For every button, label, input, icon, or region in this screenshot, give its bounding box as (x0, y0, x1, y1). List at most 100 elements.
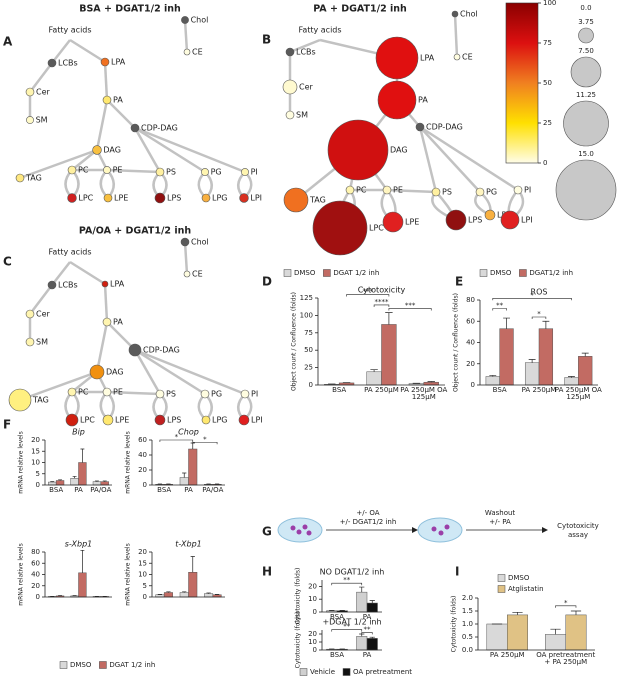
node-label: PE (393, 186, 403, 195)
step-text: +/- OA (356, 509, 379, 517)
chart-title: NO DGAT1/2 inh (320, 568, 385, 577)
node-label: LPA (111, 58, 126, 67)
x-tick-label: PA/OA (90, 487, 112, 494)
legend-swatch (323, 269, 331, 277)
y-tick-label: 15 (31, 447, 40, 455)
y-axis-label: mRNA relative levels (18, 543, 25, 605)
error-bar (503, 317, 510, 329)
panel-label: G (262, 525, 272, 539)
node (285, 47, 295, 57)
bar (366, 371, 382, 386)
node (102, 95, 112, 105)
y-tick-label: 0 (313, 646, 317, 654)
panel-label: C (3, 255, 12, 269)
error-bar (568, 376, 575, 378)
node (65, 413, 79, 427)
significance-label: *** (405, 301, 416, 309)
network-edge (386, 188, 437, 194)
node (154, 414, 166, 426)
significance-bracket (192, 441, 218, 445)
result-text: Cytotoxicity (557, 522, 599, 530)
legend-label: DMSO (490, 269, 512, 277)
droplet (431, 526, 437, 532)
panel-label: H (262, 565, 272, 579)
size-circle (563, 100, 609, 147)
y-axis-label: Cytotoxicity (folds) (295, 612, 302, 669)
node-label: LPI (521, 216, 533, 225)
node (382, 185, 392, 195)
error-bar (190, 556, 195, 573)
x-tick-label: BSA (157, 487, 172, 494)
x-tick-box: PA (362, 614, 372, 621)
node (201, 193, 211, 203)
legend-swatch (59, 661, 68, 669)
network-edge (51, 39, 71, 64)
network-edge (95, 321, 109, 373)
node-label: PI (251, 168, 258, 177)
size-label: 0.0 (580, 4, 591, 12)
node-label: LPG (212, 194, 227, 203)
node-label: PI (251, 390, 258, 399)
node-label: LPI (250, 194, 262, 203)
node (181, 16, 189, 24)
y-tick-label: 60 (31, 559, 40, 567)
legend-label: DGAT 1/2 inh (109, 661, 155, 669)
network-edge (95, 99, 109, 151)
node-label: LPS (167, 416, 181, 425)
x-tick-box: BSA (332, 387, 346, 394)
y-tick-label: 60 (466, 317, 475, 325)
chart-title: t-Xbp1 (175, 540, 201, 549)
node (8, 388, 32, 412)
node-label: LPE (114, 194, 128, 203)
size-label: 7.50 (578, 47, 594, 55)
legend-swatch (283, 269, 292, 277)
network-edge (418, 126, 438, 193)
error-bar (427, 381, 435, 383)
node (100, 57, 110, 67)
x-tick-box: PA 250µM (489, 652, 525, 659)
y-tick-label: 0.5 (462, 633, 473, 641)
network-edge (19, 148, 98, 180)
y-axis-label: Object count / Confluence (folds) (453, 293, 460, 392)
bar (381, 324, 397, 386)
bar (538, 328, 554, 386)
x-tick-box: PA 250µM OA 125µM (555, 387, 602, 401)
error-bar (102, 480, 107, 482)
node-label: LPS (468, 216, 482, 225)
network-edge (51, 261, 71, 286)
y-tick-label: 5 (143, 582, 147, 590)
x-tick-label: PA (362, 614, 372, 621)
legend-label: DGAT 1/2 inh (333, 269, 379, 277)
node-label: Chol (191, 238, 209, 247)
network-title: PA + DGAT1/2 inh (313, 4, 407, 15)
node (201, 415, 211, 425)
significance-bracket (159, 439, 194, 442)
network-edge (289, 38, 321, 54)
node-label: Fatty acids (298, 26, 341, 35)
x-tick-box: PA 250µM (364, 387, 399, 394)
x-tick-box: PA 250µM OA 125µM (400, 387, 448, 402)
node-label: CDP-DAG (141, 124, 178, 133)
bar (188, 572, 198, 598)
bar (188, 448, 198, 486)
x-tick-label: PA 250µM (489, 652, 525, 659)
panel-label: B (262, 33, 271, 47)
legend-swatch (497, 574, 506, 582)
x-tick-label: PA 250µM OA 125µM (400, 387, 448, 402)
y-axis-label: mRNA relative levels (125, 543, 132, 605)
node (47, 58, 57, 68)
error-bar (206, 592, 211, 594)
node (101, 280, 109, 288)
y-tick-label: 1.5 (462, 607, 473, 615)
node (285, 110, 295, 120)
error-bar (581, 352, 589, 357)
significance-label: ** (496, 302, 504, 310)
color-tick-label: 75 (543, 39, 552, 47)
y-tick-label: 100 (300, 311, 313, 319)
bar (179, 477, 189, 486)
network-edge (29, 284, 53, 315)
node (377, 80, 417, 120)
x-tick-label: BSA (49, 487, 64, 494)
y-tick-label: 20 (31, 436, 40, 444)
y-tick-label: 0 (471, 381, 475, 389)
